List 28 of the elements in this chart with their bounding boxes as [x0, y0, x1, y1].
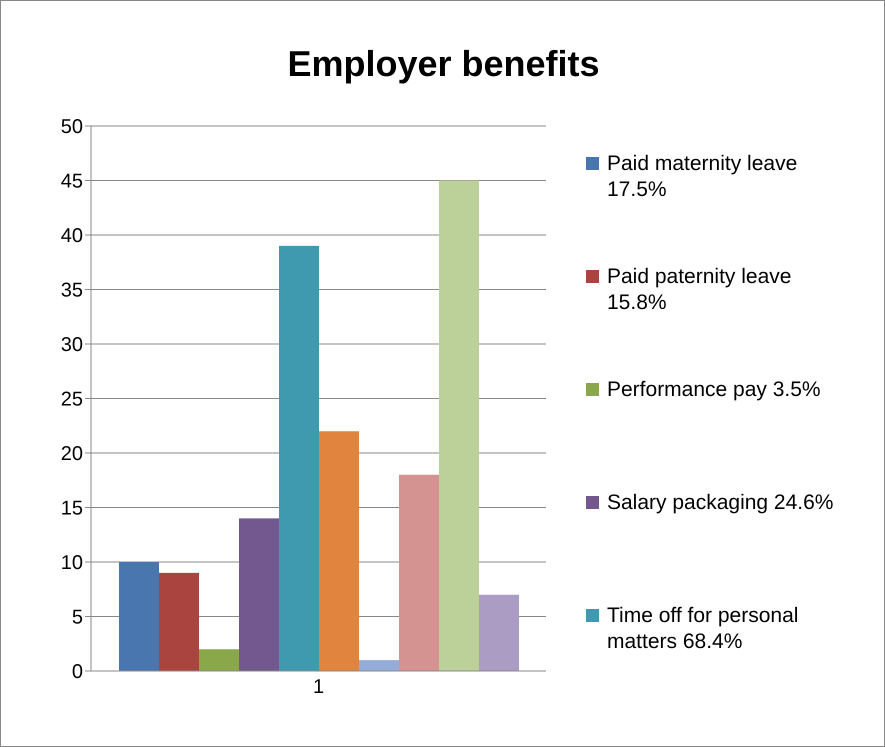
- x-tick-label: 1: [312, 676, 324, 698]
- bar: [399, 474, 439, 671]
- bar: [439, 180, 479, 671]
- bar: [319, 431, 359, 671]
- legend-label: Paid maternity leave 17.5%: [607, 151, 798, 203]
- bar: [159, 572, 199, 671]
- y-tick-label: 35: [60, 280, 83, 302]
- chart-title: Employer benefits: [286, 43, 601, 85]
- y-tick-label: 5: [72, 606, 83, 629]
- legend-label: Time off for personal matters 68.4%: [607, 603, 800, 655]
- y-tick-label: 50: [60, 116, 83, 138]
- legend-label: Paid paternity leave 15.8%: [607, 264, 792, 316]
- bar: [199, 649, 239, 671]
- bar: [479, 594, 519, 671]
- legend-label: Salary packaging 24.6%: [607, 490, 834, 516]
- bar: [119, 562, 159, 671]
- y-tick-label: 25: [60, 388, 83, 411]
- y-tick-label: 45: [60, 170, 83, 193]
- y-tick-label: 20: [60, 443, 83, 466]
- y-tick-label: 10: [60, 552, 83, 574]
- bar: [239, 518, 279, 671]
- bar: [359, 660, 399, 671]
- y-tick-label: 0: [72, 661, 83, 684]
- y-tick-label: 30: [60, 334, 83, 356]
- bar: [279, 246, 319, 671]
- y-tick-label: 15: [60, 498, 83, 520]
- y-tick-label: 40: [60, 225, 83, 248]
- legend-label: Performance pay 3.5%: [607, 377, 822, 403]
